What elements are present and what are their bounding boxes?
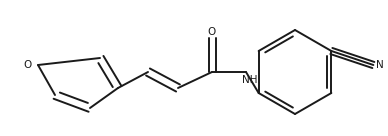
- Text: O: O: [24, 60, 32, 70]
- Text: NH: NH: [242, 75, 258, 85]
- Text: O: O: [208, 27, 216, 37]
- Text: N: N: [376, 60, 384, 70]
